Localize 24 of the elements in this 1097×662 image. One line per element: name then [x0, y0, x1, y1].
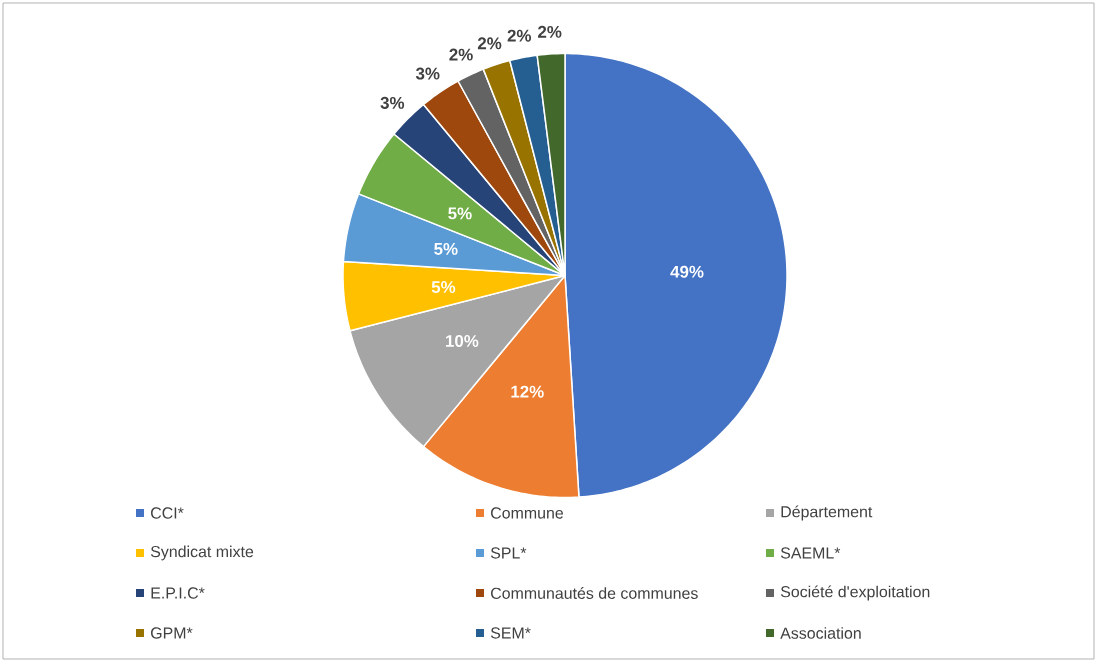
data-label: 2% — [538, 25, 562, 38]
data-label: 5% — [434, 242, 458, 255]
data-label: 3% — [415, 67, 440, 80]
legend-label: Commune — [491, 507, 564, 519]
data-label: 49% — [670, 265, 704, 278]
legend-label: CCI* — [151, 507, 184, 519]
data-label: 5% — [448, 207, 472, 220]
data-label: 2% — [477, 37, 502, 50]
legend-label: E.P.I.C* — [151, 587, 205, 599]
legend-label: SEM* — [490, 627, 531, 639]
legend-label: SPL* — [490, 547, 527, 559]
legend-label: GPM* — [151, 627, 193, 639]
legend-label: Association — [780, 627, 861, 639]
data-label: 2% — [507, 29, 532, 42]
data-label: 2% — [449, 48, 473, 61]
data-label: 12% — [511, 385, 544, 398]
legend-label: Communautés de communes — [491, 587, 698, 599]
legend-label: Département — [781, 505, 873, 521]
legend-label: Syndicat mixte — [150, 545, 254, 561]
legend-label: SAEML* — [780, 547, 841, 559]
legend-label: Société d'exploitation — [780, 585, 930, 601]
data-label: 3% — [380, 96, 405, 109]
data-label: 5% — [431, 281, 456, 294]
data-label: 10% — [446, 334, 479, 347]
